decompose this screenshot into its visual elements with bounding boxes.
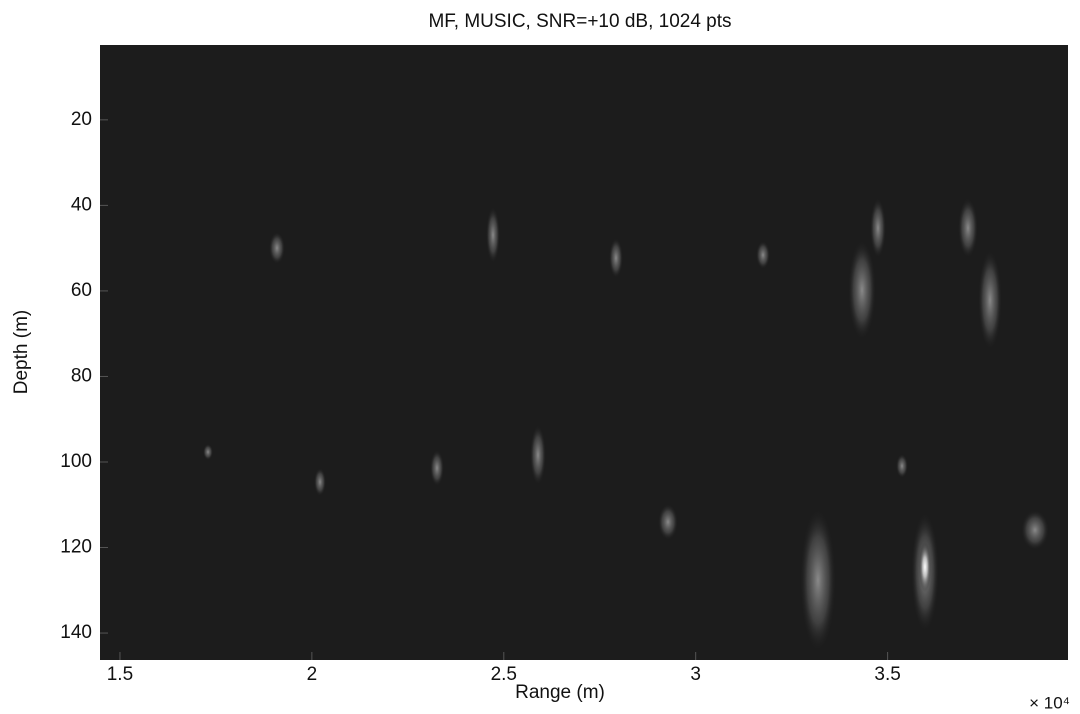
x-multiplier: × 10⁴ — [1029, 693, 1070, 712]
feature — [203, 444, 213, 460]
feature — [756, 241, 770, 269]
y-tick-label: 20 — [71, 109, 92, 130]
y-tick-label: 120 — [60, 537, 92, 558]
y-tick-label: 100 — [60, 451, 92, 472]
feature — [530, 425, 546, 485]
feature — [486, 207, 500, 263]
feature — [658, 504, 678, 540]
feature — [800, 508, 836, 652]
x-tick-label: 2 — [307, 664, 318, 685]
chart-title: MF, MUSIC, SNR=+10 dB, 1024 pts — [428, 11, 731, 32]
image-features — [203, 198, 1049, 652]
feature — [848, 240, 876, 340]
y-tick-label: 40 — [71, 194, 92, 215]
x-axis-label: Range (m) — [515, 682, 605, 703]
feature — [609, 238, 623, 278]
y-tick-label: 80 — [71, 365, 92, 386]
y-tick-label: 60 — [71, 280, 92, 301]
feature — [978, 250, 1002, 350]
feature — [870, 198, 886, 258]
x-tick-label: 1.5 — [107, 664, 133, 685]
feature — [269, 232, 285, 264]
plot-image — [100, 45, 1068, 660]
x-tick-label: 3 — [690, 664, 701, 685]
x-tick-label: 3.5 — [874, 664, 900, 685]
feature — [430, 450, 444, 486]
y-tick-label: 140 — [60, 622, 92, 643]
feature — [1021, 510, 1049, 550]
feature — [896, 454, 908, 478]
feature — [919, 542, 931, 592]
feature — [958, 198, 978, 258]
y-axis-label: Depth (m) — [11, 310, 32, 394]
x-tick-label: 2.5 — [491, 664, 517, 685]
feature — [314, 468, 326, 496]
